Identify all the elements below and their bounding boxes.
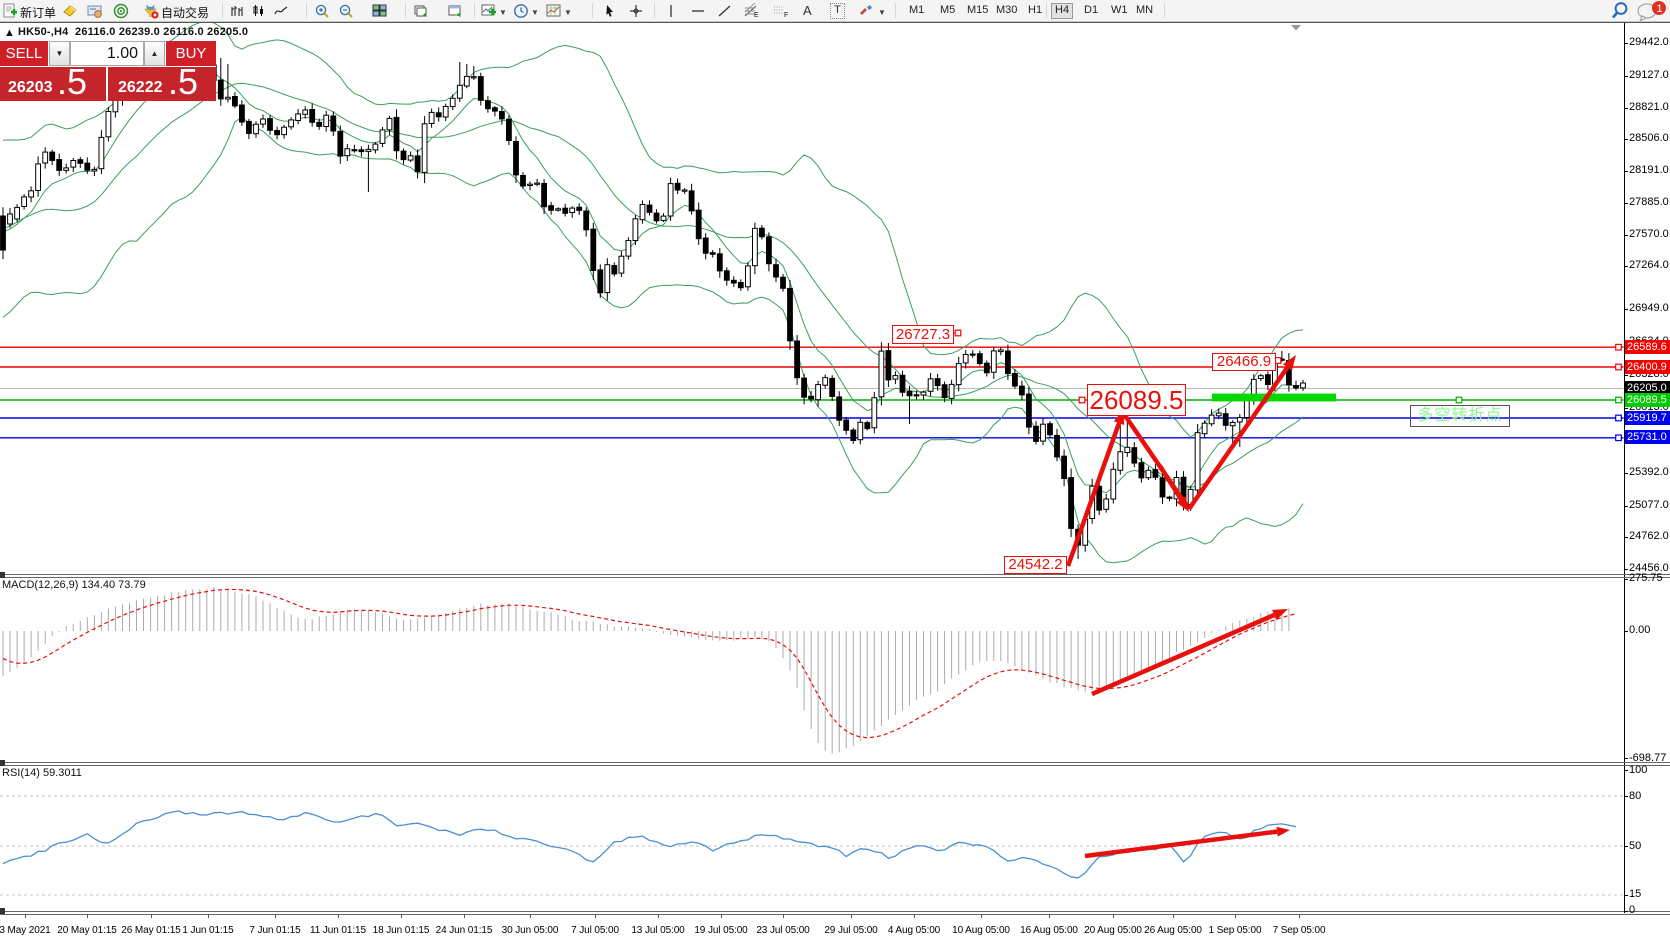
svg-text:F: F [784, 12, 788, 19]
svg-text:E: E [754, 12, 759, 19]
svg-text:1: 1 [1657, 3, 1663, 15]
